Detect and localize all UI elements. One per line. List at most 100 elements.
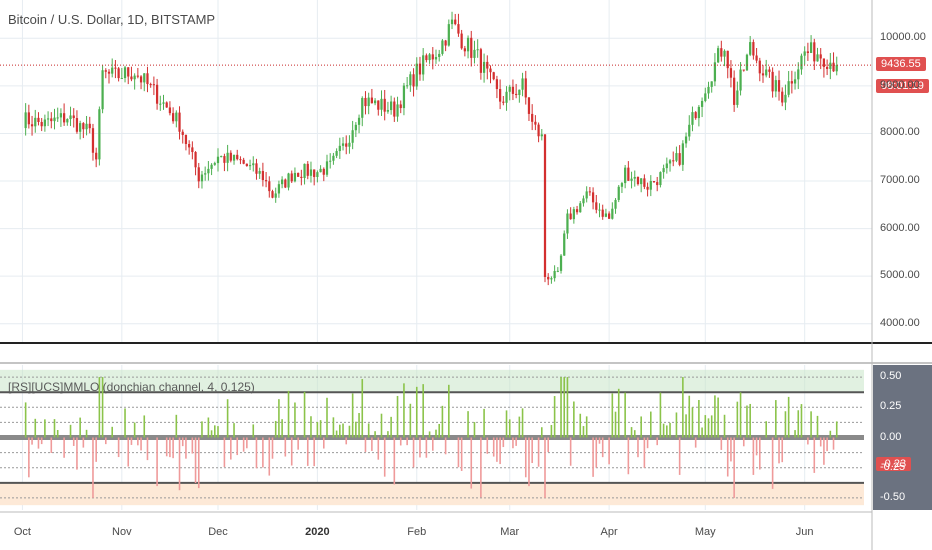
candle-body — [447, 24, 450, 46]
candle-body — [684, 136, 688, 144]
candle-body — [579, 203, 582, 213]
bar-countdown-badge: 08:01:19 — [876, 79, 929, 94]
candle-body — [280, 179, 284, 185]
candle-body — [191, 147, 194, 153]
candle-body — [303, 163, 306, 179]
candle-body — [409, 74, 412, 86]
candle-body — [194, 152, 197, 168]
candle-body — [268, 181, 271, 192]
candle-body — [114, 67, 117, 69]
time-tick-label: Oct — [13, 526, 31, 538]
candle-body — [511, 86, 515, 94]
candle-body — [325, 161, 329, 175]
candle-body — [720, 48, 723, 57]
candle-body — [402, 85, 406, 109]
time-tick-label: Apr — [600, 526, 618, 538]
candle-body — [30, 124, 34, 127]
candle-body — [152, 84, 156, 86]
candle-body — [351, 130, 354, 143]
candle-body — [91, 128, 95, 153]
candle-body — [575, 209, 579, 213]
candle-body — [210, 164, 213, 169]
candle-body — [130, 76, 133, 80]
candle-body — [633, 176, 636, 179]
candle-body — [518, 89, 521, 96]
candle-body — [101, 70, 104, 110]
candle-body — [284, 179, 287, 188]
candle-body — [127, 67, 130, 77]
candle-body — [329, 160, 332, 162]
candle-body — [531, 113, 534, 122]
candle-body — [313, 169, 316, 177]
candle-body — [540, 134, 543, 137]
upper-band — [0, 369, 864, 393]
candle-body — [50, 118, 53, 122]
candle-body — [547, 276, 550, 280]
candle-body — [316, 172, 319, 177]
candle-body — [489, 68, 492, 73]
candle-body — [399, 104, 402, 109]
candle-body — [790, 81, 793, 84]
candle-body — [27, 112, 30, 125]
candle-body — [482, 61, 486, 73]
candle-body — [165, 102, 168, 108]
candle-body — [498, 89, 502, 102]
candle-body — [829, 62, 832, 69]
candle-body — [69, 115, 72, 120]
candle-body — [370, 97, 374, 104]
candle-body — [806, 51, 810, 53]
price-tick-label: 6000.00 — [880, 221, 920, 234]
candle-body — [223, 156, 226, 163]
candle-body — [271, 191, 274, 198]
candle-body — [611, 208, 614, 219]
candle-body — [345, 143, 348, 147]
candle-body — [777, 80, 781, 92]
candle-body — [264, 180, 268, 182]
oscillator-value-badge: -0.23 — [876, 457, 912, 472]
candle-body — [255, 163, 258, 174]
candle-body — [389, 101, 393, 111]
candle-body — [627, 167, 630, 181]
candle-body — [476, 49, 479, 51]
candle-body — [636, 176, 640, 185]
oscillator-tick-label: 0.50 — [880, 370, 902, 383]
candle-body — [107, 71, 111, 74]
candle-body — [82, 123, 85, 130]
candle-body — [598, 209, 601, 211]
candle-body — [700, 100, 704, 107]
candle-body — [505, 91, 508, 103]
candle-body — [742, 69, 745, 71]
candle-body — [726, 50, 729, 69]
candle-body — [149, 84, 152, 86]
candle-body — [793, 79, 797, 84]
candle-body — [463, 48, 466, 52]
oscillator-tick-label: -0.50 — [880, 490, 906, 503]
candle-body — [656, 182, 659, 186]
candle-body — [668, 160, 672, 164]
candle-body — [588, 191, 592, 193]
candle-body — [784, 94, 787, 103]
candle-body — [143, 73, 146, 83]
candle-body — [146, 73, 149, 85]
candle-body — [139, 76, 143, 83]
candle-body — [120, 78, 123, 80]
candle-body — [543, 134, 547, 277]
oscillator-tick-label: 0.00 — [880, 430, 902, 443]
candle-body — [819, 54, 822, 59]
candle-body — [204, 173, 207, 175]
candle-body — [454, 19, 457, 25]
candle-body — [704, 93, 707, 101]
candle-body — [216, 156, 220, 164]
candle-body — [415, 63, 418, 87]
candle-body — [646, 186, 649, 190]
price-tick-label: 4000.00 — [880, 316, 920, 329]
candle-body — [524, 78, 527, 98]
candle-body — [59, 113, 63, 118]
candle-body — [582, 198, 585, 204]
candle-body — [72, 115, 75, 119]
candle-body — [675, 153, 678, 161]
candle-body — [495, 79, 499, 90]
candle-body — [723, 50, 726, 57]
lower-band — [0, 482, 864, 506]
